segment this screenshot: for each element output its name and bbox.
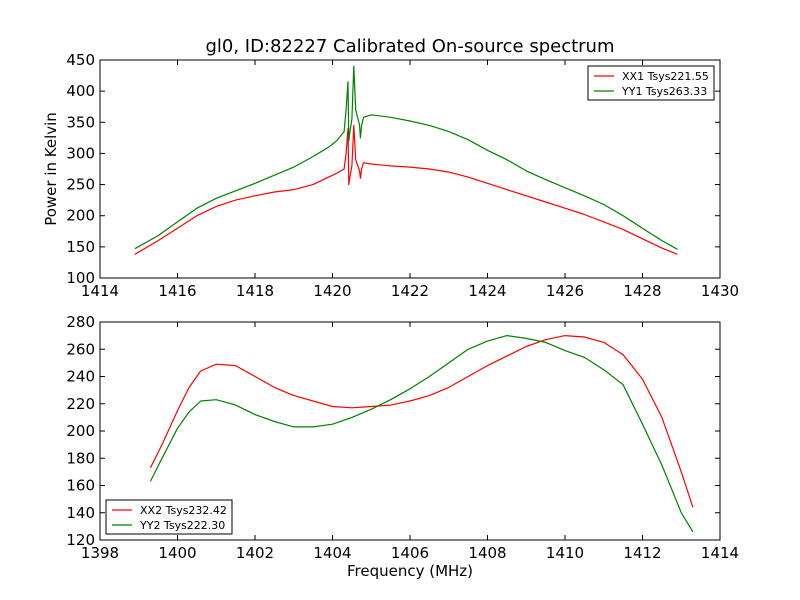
- x-tick-label: 1404: [313, 544, 351, 562]
- series-line-2-2: [149, 335, 694, 533]
- legend-label-2: YY1 Tsys263.33: [621, 85, 707, 98]
- x-tick-label: 1420: [313, 282, 351, 300]
- y-tick-label: 160: [66, 477, 95, 495]
- x-tick-label: 1424: [468, 282, 506, 300]
- x-tick-label: 1410: [546, 544, 584, 562]
- y-tick-label: 260: [66, 340, 95, 358]
- x-tick-label: 1422: [391, 282, 429, 300]
- y-tick-label: 450: [66, 51, 95, 69]
- x-tick-label: 1414: [81, 282, 119, 300]
- y-tick-label: 200: [66, 422, 95, 440]
- y-tick-label: 200: [66, 207, 95, 225]
- x-axis-label: Frequency (MHz): [347, 562, 473, 580]
- x-tick-label: 1426: [546, 282, 584, 300]
- y-axis-label: Power in Kelvin: [42, 112, 60, 226]
- legend-label-1: XX1 Tsys221.55: [622, 70, 709, 83]
- y-tick-label: 280: [66, 313, 95, 331]
- series-line-2-1: [149, 335, 694, 508]
- series-line-1-1: [134, 124, 678, 255]
- x-tick-label: 1414: [701, 544, 739, 562]
- legend-label-1: XX2 Tsys232.42: [140, 504, 227, 517]
- x-tick-label: 1406: [391, 544, 429, 562]
- series-line-1-2: [134, 65, 678, 250]
- legend-label-2: YY2 Tsys222.30: [139, 519, 225, 532]
- y-tick-label: 250: [66, 176, 95, 194]
- x-tick-label: 1402: [236, 544, 274, 562]
- x-tick-label: 1398: [81, 544, 119, 562]
- bottom-spectrum-panel: 1398 1400 1402 1404 1406 1408 1410 1412 1414 120 1…: [66, 313, 739, 580]
- y-tick-label: 120: [66, 531, 95, 549]
- x-tick-label: 1400: [158, 544, 196, 562]
- x-tick-label: 1430: [701, 282, 739, 300]
- legend-box: [587, 65, 715, 101]
- top-spectrum-panel: 1414 1416 1418 1420 1422 1424 1426 1428 1430 100 1…: [42, 51, 739, 300]
- chart-title: gl0, ID:82227 Calibrated On-source spect…: [205, 36, 614, 57]
- y-tick-label: 240: [66, 368, 95, 386]
- x-tick-label: 1416: [158, 282, 196, 300]
- y-tick-label: 400: [66, 82, 95, 100]
- y-tick-label: 300: [66, 144, 95, 162]
- y-tick-label: 140: [66, 504, 95, 522]
- y-tick-label: 100: [66, 269, 95, 287]
- legend-box: [105, 499, 233, 535]
- y-tick-label: 180: [66, 449, 95, 467]
- x-tick-label: 1408: [468, 544, 506, 562]
- y-tick-label: 150: [66, 238, 95, 256]
- x-tick-label: 1418: [236, 282, 274, 300]
- x-tick-label: 1428: [623, 282, 661, 300]
- x-tick-label: 1412: [623, 544, 661, 562]
- y-tick-label: 220: [66, 395, 95, 413]
- y-tick-label: 350: [66, 113, 95, 131]
